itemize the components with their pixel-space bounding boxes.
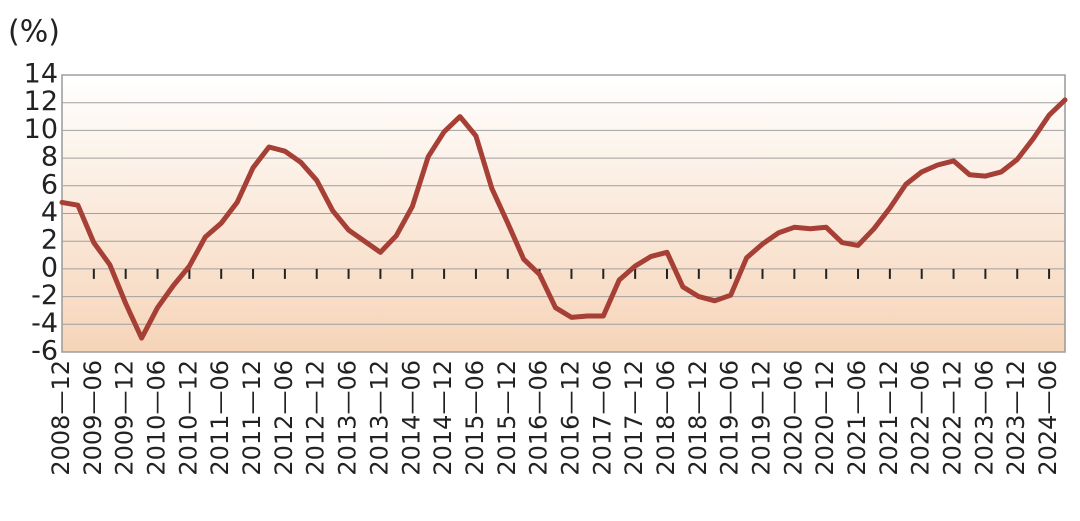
x-tick-label: 2022—12 xyxy=(939,360,967,476)
x-tick-label: 2013—12 xyxy=(365,360,393,476)
x-tick-label: 2018—06 xyxy=(652,360,680,476)
x-tick-label: 2011—12 xyxy=(238,360,266,476)
x-tick-label: 2017—12 xyxy=(620,360,648,476)
x-tick-label: 2021—06 xyxy=(843,360,871,476)
x-tick-label: 2015—06 xyxy=(461,360,489,476)
y-tick-label: 4 xyxy=(41,197,58,228)
x-tick-label: 2023—12 xyxy=(1002,360,1030,476)
x-tick-label: 2015—12 xyxy=(493,360,521,476)
x-tick-label: 2017—06 xyxy=(588,360,616,476)
x-tick-label: 2020—06 xyxy=(779,360,807,476)
x-tick-label: 2016—06 xyxy=(525,360,553,476)
y-tick-label: -4 xyxy=(31,308,58,339)
x-tick-label: 2019—06 xyxy=(716,360,744,476)
y-tick-label: 6 xyxy=(41,169,58,200)
x-tick-label: 2012—06 xyxy=(270,360,298,476)
x-tick-label: 2013—06 xyxy=(334,360,362,476)
x-tick-label: 2010—12 xyxy=(174,360,202,476)
y-tick-label: -2 xyxy=(31,280,58,311)
y-tick-label: 10 xyxy=(24,114,58,145)
x-tick-label: 2008—12 xyxy=(47,360,75,476)
x-tick-label: 2012—12 xyxy=(302,360,330,476)
y-tick-label: 0 xyxy=(41,252,58,283)
x-tick-label: 2021—12 xyxy=(875,360,903,476)
x-tick-label: 2023—06 xyxy=(970,360,998,476)
y-axis-label: (%) xyxy=(8,15,60,50)
x-tick-label: 2024—06 xyxy=(1034,360,1062,476)
x-tick-label: 2010—06 xyxy=(143,360,171,476)
y-tick-label: -6 xyxy=(31,336,58,367)
x-tick-label: 2011—06 xyxy=(206,360,234,476)
x-tick-label: 2022—06 xyxy=(907,360,935,476)
y-tick-label: 14 xyxy=(24,59,58,90)
x-tick-label: 2018—12 xyxy=(684,360,712,476)
x-tick-label: 2019—12 xyxy=(748,360,776,476)
x-tick-label: 2020—12 xyxy=(811,360,839,476)
data-line xyxy=(59,97,1068,341)
x-tick-label: 2009—12 xyxy=(111,360,139,476)
x-tick-label: 2009—06 xyxy=(79,360,107,476)
x-tick-label: 2014—12 xyxy=(429,360,457,476)
y-tick-label: 2 xyxy=(41,225,58,256)
y-tick-label: 12 xyxy=(24,86,58,117)
x-tick-label: 2016—12 xyxy=(556,360,584,476)
x-tick-label: 2014—06 xyxy=(397,360,425,476)
y-tick-label: 8 xyxy=(41,142,58,173)
